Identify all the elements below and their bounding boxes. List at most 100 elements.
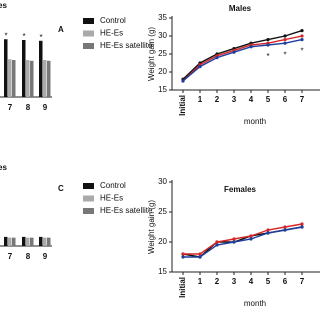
legend-swatch (83, 18, 94, 24)
point (249, 234, 253, 238)
point (300, 34, 304, 38)
x-tick-label: 7 (8, 252, 13, 261)
point (215, 56, 219, 60)
legend-swatch (83, 195, 94, 202)
point (283, 38, 287, 42)
x-tick-label: 4 (249, 95, 254, 104)
x-tick-label: 7 (8, 103, 13, 112)
point (300, 29, 304, 33)
panel-title: es (0, 1, 7, 10)
annotation: * (283, 50, 286, 59)
point (283, 41, 287, 45)
annotation: * (300, 47, 303, 56)
chart-title: Males (229, 4, 252, 13)
bar (8, 237, 12, 246)
x-tick-label: 1 (198, 95, 203, 104)
point (215, 243, 219, 247)
annotation: * (266, 52, 269, 61)
bar (4, 39, 8, 97)
x-tick-label: 7 (300, 95, 305, 104)
x-tick-label: 2 (215, 95, 220, 104)
panel-letter: A (58, 25, 64, 34)
point (198, 252, 202, 256)
point (249, 237, 253, 241)
x-tick-label: Initial (178, 95, 187, 116)
y-tick-label: 20 (158, 237, 167, 246)
y-tick-label: 30 (158, 31, 167, 40)
bar (12, 60, 16, 97)
y-axis-label: Weight gain (g) (147, 27, 156, 81)
x-tick-label: 7 (300, 277, 305, 286)
point (266, 38, 270, 42)
legend-swatch (83, 30, 94, 37)
x-axis-label: month (244, 117, 266, 126)
x-tick-label: 3 (232, 95, 237, 104)
line (182, 226, 303, 258)
point (198, 65, 202, 69)
x-tick-label: 3 (232, 277, 237, 286)
y-axis-label: Weight gain (g) (147, 200, 156, 254)
point (300, 222, 304, 226)
y-tick-label: 15 (158, 267, 167, 276)
point (266, 231, 270, 235)
point (283, 228, 287, 232)
x-tick-label: 1 (198, 277, 203, 286)
legend-label: HE-Es (100, 29, 123, 38)
legend-swatch (83, 43, 94, 49)
bar (43, 237, 47, 246)
point (283, 225, 287, 229)
bar (8, 59, 12, 97)
annotation: * (4, 31, 7, 40)
point (215, 240, 219, 244)
point (232, 240, 236, 244)
point (300, 38, 304, 42)
panel-title: es (0, 163, 7, 172)
legend-label: Control (100, 181, 126, 190)
legend-label: HE-Es (100, 194, 123, 203)
legend-label: Control (100, 16, 126, 25)
y-tick-label: 25 (158, 207, 167, 216)
x-tick-label: Initial (178, 277, 187, 298)
point (266, 43, 270, 47)
bar (39, 40, 43, 97)
legend-label: HE-Es satellite (100, 41, 153, 50)
bar (39, 236, 43, 246)
point (266, 228, 270, 232)
point (181, 79, 185, 83)
point (181, 255, 185, 259)
line (182, 29, 303, 80)
x-tick-label: 5 (266, 95, 271, 104)
y-tick-label: 20 (158, 67, 167, 76)
bar (30, 60, 34, 97)
bar (47, 237, 51, 246)
line (183, 226, 303, 258)
bar (22, 40, 26, 97)
point (232, 50, 236, 54)
x-tick-label: 8 (26, 252, 31, 261)
bar (22, 236, 26, 246)
point (198, 255, 202, 259)
point (181, 252, 185, 256)
x-tick-label: 5 (266, 277, 271, 286)
point (283, 34, 287, 38)
x-tick-label: 4 (249, 277, 254, 286)
x-tick-label: 6 (283, 277, 288, 286)
chart-title: Females (224, 185, 257, 194)
y-tick-label: 25 (158, 49, 167, 58)
point (232, 237, 236, 241)
annotation: * (39, 33, 42, 42)
line (182, 35, 303, 82)
legend-swatch (83, 183, 94, 189)
x-tick-label: 6 (283, 95, 288, 104)
annotation: * (22, 32, 25, 41)
bar (30, 237, 34, 246)
x-tick-label: 9 (43, 103, 48, 112)
x-tick-label: 8 (26, 103, 31, 112)
y-tick-label: 35 (158, 13, 167, 22)
line (183, 223, 303, 255)
bar (26, 237, 30, 246)
panel-letter: C (58, 184, 64, 193)
bar (12, 237, 16, 246)
y-tick-label: 30 (158, 177, 167, 186)
